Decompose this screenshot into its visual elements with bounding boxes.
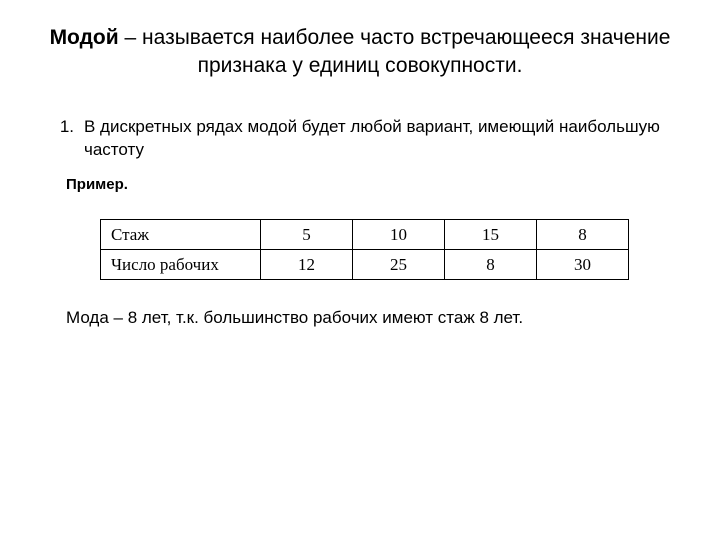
data-table: Стаж 5 10 15 8 Число рабочих 12 25 8 30 [100,219,629,280]
table-row: Стаж 5 10 15 8 [101,220,629,250]
table-cell: 5 [261,220,353,250]
table-cell: 25 [353,250,445,280]
table-cell: 15 [445,220,537,250]
table-cell: 10 [353,220,445,250]
numbered-list: 1. В дискретных рядах модой будет любой … [48,115,672,163]
table-cell: 8 [537,220,629,250]
table-row: Число рабочих 12 25 8 30 [101,250,629,280]
conclusion-text: Мода – 8 лет, т.к. большинство рабочих и… [66,308,672,328]
title-rest: – называется наиболее часто встречающеес… [119,26,671,77]
table-cell: 12 [261,250,353,280]
list-item-1: 1. В дискретных рядах модой будет любой … [48,115,672,163]
table-cell: 30 [537,250,629,280]
row-label: Число рабочих [101,250,261,280]
list-text: В дискретных рядах модой будет любой вар… [84,115,672,163]
table-cell: 8 [445,250,537,280]
row-label: Стаж [101,220,261,250]
page-title: Модой – называется наиболее часто встреч… [48,24,672,81]
title-bold: Модой [50,26,119,49]
list-number: 1. [48,115,84,139]
example-label: Пример. [66,176,672,193]
